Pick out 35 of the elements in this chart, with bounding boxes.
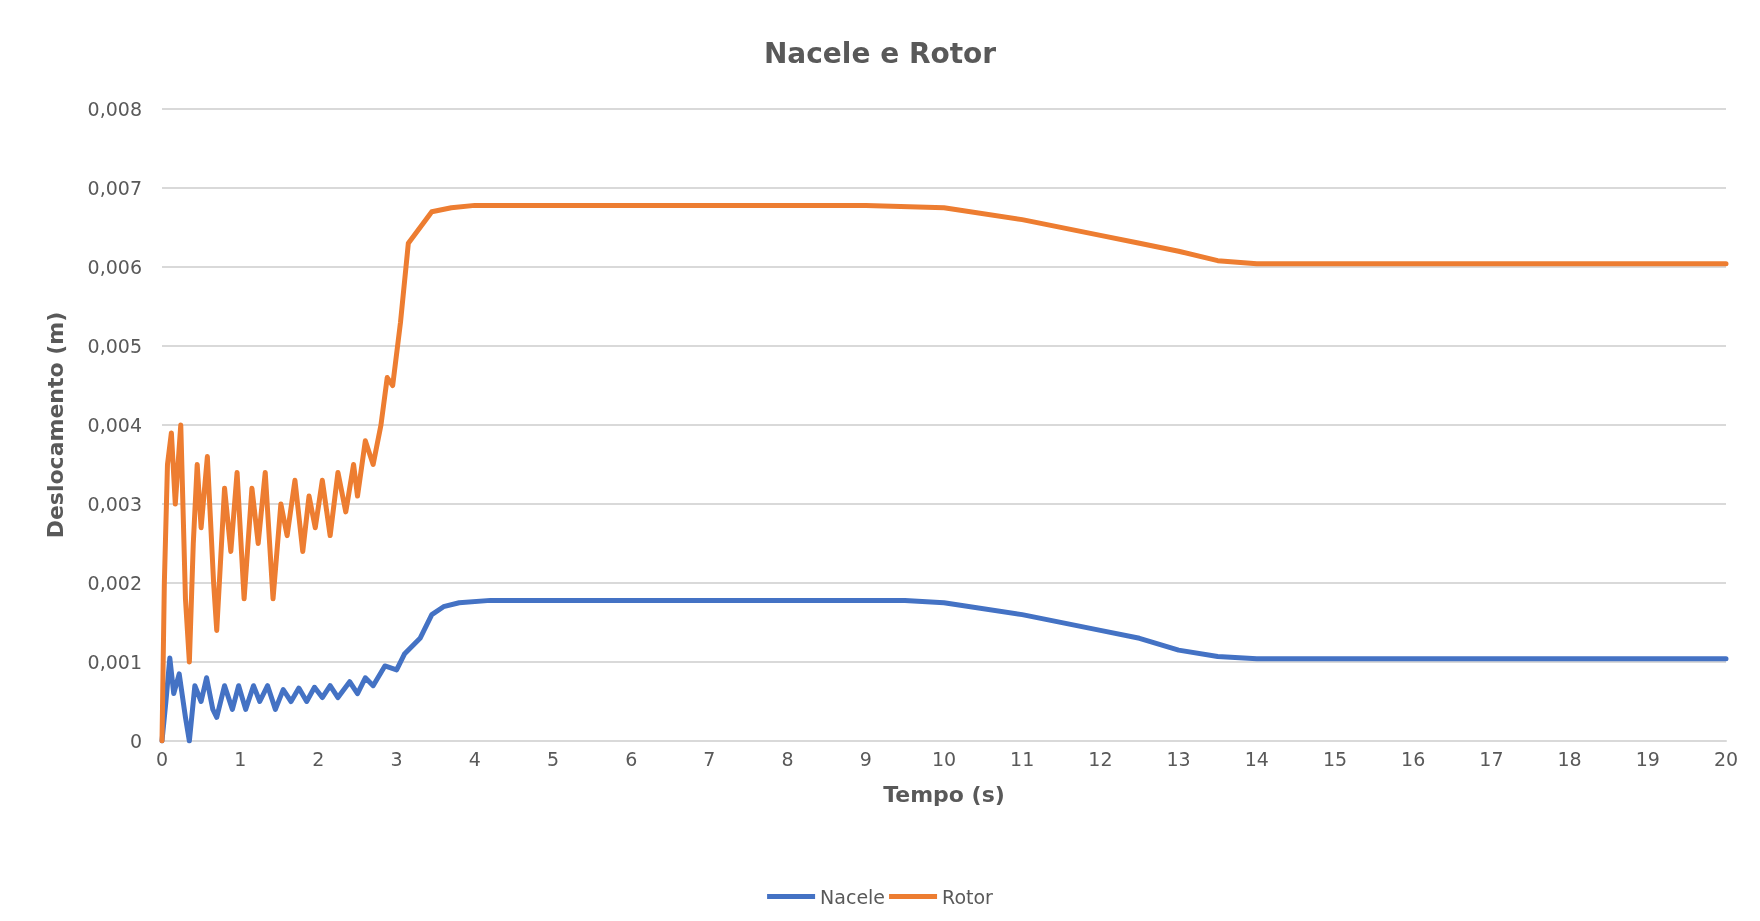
- x-tick-label: 2: [312, 747, 325, 770]
- y-tick-label: 0,002: [87, 572, 142, 594]
- x-tick-label: 17: [1479, 747, 1504, 770]
- x-tick-label: 1: [234, 747, 247, 770]
- x-tick-label: 18: [1557, 747, 1582, 770]
- y-axis-title: Deslocamento (m): [42, 311, 68, 539]
- x-tick-label: 20: [1713, 747, 1739, 770]
- x-tick-label: 11: [1010, 747, 1035, 770]
- x-tick-label: 6: [625, 747, 638, 770]
- y-tick-label: 0,001: [87, 651, 142, 673]
- x-tick-label: 16: [1401, 747, 1426, 770]
- x-tick-label: 14: [1244, 747, 1269, 770]
- y-tick-label: 0,005: [87, 335, 142, 357]
- x-tick-label: 5: [546, 747, 560, 770]
- x-tick-label: 15: [1322, 747, 1348, 770]
- chart-title: Nacele e Rotor: [763, 36, 997, 70]
- x-tick-label: 13: [1166, 747, 1191, 770]
- y-tick-label: 0: [129, 730, 142, 752]
- x-tick-label: 12: [1088, 747, 1113, 770]
- x-tick-label: 8: [781, 747, 794, 770]
- x-tick-label: 4: [468, 747, 481, 770]
- legend-label: Rotor: [942, 885, 994, 908]
- x-axis-title: Tempo (s): [883, 781, 1005, 807]
- x-tick-label: 9: [859, 747, 872, 770]
- y-tick-label: 0,006: [87, 256, 142, 278]
- x-tick-label: 0: [155, 747, 169, 770]
- y-tick-label: 0,004: [87, 414, 142, 436]
- y-tick-label: 0,007: [87, 177, 142, 199]
- legend-label: Nacele: [820, 885, 886, 908]
- x-tick-label: 19: [1635, 747, 1660, 770]
- y-tick-label: 0,003: [87, 493, 142, 515]
- x-tick-label: 3: [390, 747, 403, 770]
- x-tick-label: 7: [703, 747, 716, 770]
- y-tick-label: 0,008: [87, 98, 142, 120]
- x-tick-label: 10: [931, 747, 957, 770]
